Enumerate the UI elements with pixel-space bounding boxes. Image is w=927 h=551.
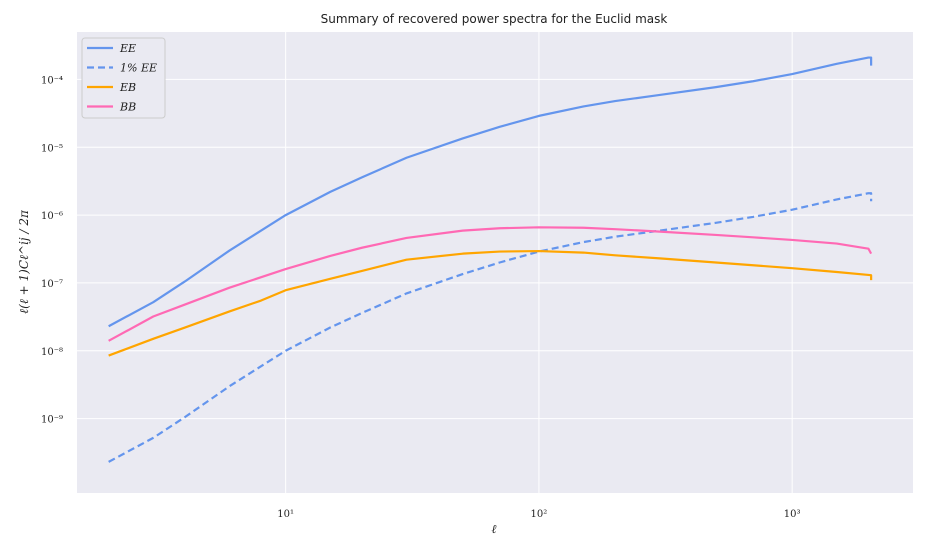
- y-tick-label: 10⁻⁸: [41, 347, 63, 358]
- legend: EE 1% EE EB BB: [81, 37, 166, 119]
- series-line-1: [108, 56, 873, 328]
- y-tick-label: 10⁻⁷: [41, 279, 63, 290]
- series-group: [108, 56, 873, 463]
- x-tick-label: 10²: [531, 509, 548, 520]
- series-line-4: [108, 226, 873, 342]
- x-ticks: 10¹ 10² 10³: [277, 509, 800, 520]
- x-tick-label: 10¹: [277, 509, 294, 520]
- legend-label: BB: [119, 101, 136, 114]
- series-line-3: [108, 249, 873, 357]
- y-tick-label: 10⁻⁹: [41, 415, 63, 426]
- y-ticks: 10⁻⁹ 10⁻⁸ 10⁻⁷ 10⁻⁶ 10⁻⁵ 10⁻⁴: [41, 75, 63, 425]
- legend-label: 1% EE: [120, 62, 157, 75]
- y-axis-label: ℓ(ℓ + 1)Cℓ^ij / 2π: [17, 209, 31, 314]
- legend-label: EB: [119, 81, 136, 94]
- x-tick-label: 10³: [784, 509, 801, 520]
- x-axis-label: ℓ: [492, 522, 497, 536]
- y-tick-label: 10⁻⁵: [41, 143, 63, 154]
- legend-box: [81, 37, 166, 119]
- y-tick-label: 10⁻⁴: [41, 75, 63, 86]
- plot-area: [77, 32, 913, 493]
- grid: [77, 32, 913, 493]
- chart-title: Summary of recovered power spectra for t…: [321, 12, 668, 26]
- legend-label: EE: [119, 42, 136, 55]
- y-tick-label: 10⁻⁶: [41, 211, 63, 222]
